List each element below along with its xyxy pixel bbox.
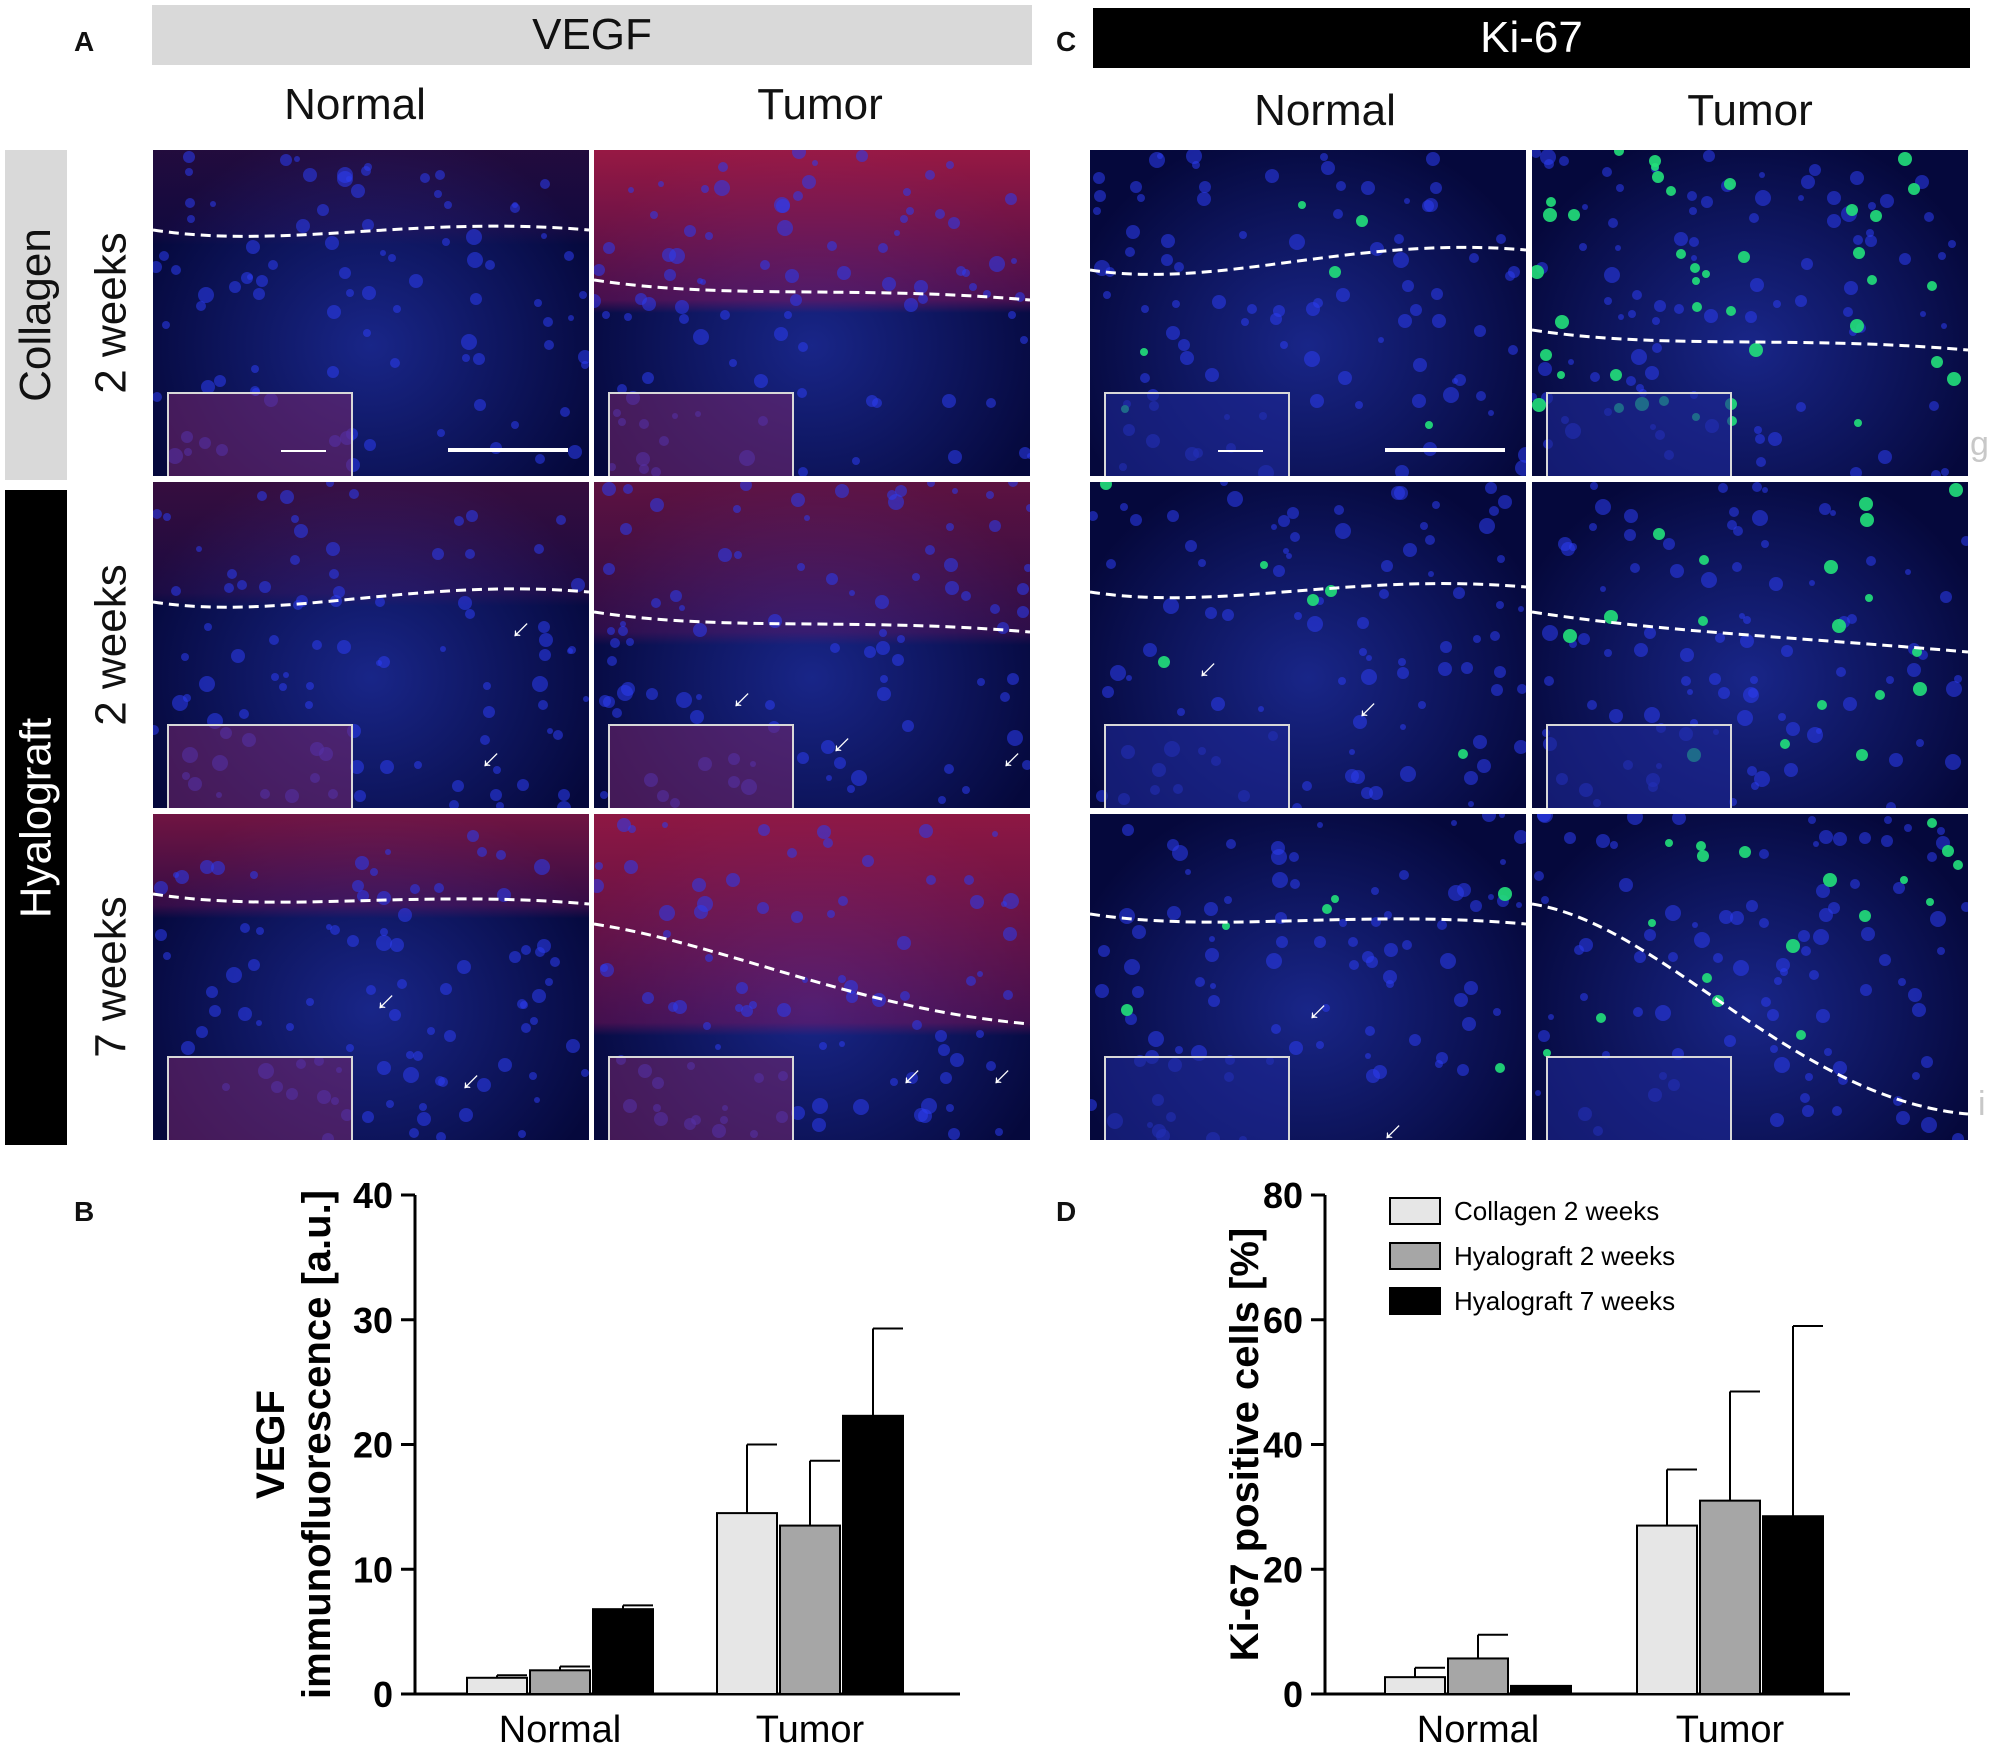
panel-label-d: D [1056,1196,1077,1227]
ki67-col-tumor: Tumor [1687,86,1813,135]
micrograph-r3-c4 [1532,814,1968,1140]
panel-label-a: A [74,26,95,57]
y-axis-title: Ki-67 positive cells [%] [1223,1228,1267,1661]
legend-swatch [1389,1287,1441,1315]
side-mark-i: i [1978,1085,1986,1123]
micrograph-r3-c1: ← ← [153,814,589,1140]
scale-bar [1218,450,1263,452]
x-category-label: Tumor [1676,1709,1785,1747]
vegf-col-tumor: Tumor [757,80,883,129]
inset-zoom [608,392,794,476]
legend-swatch [1389,1242,1441,1270]
y-tick-label: 40 [353,1175,393,1216]
y-tick-label: 20 [353,1425,393,1466]
micrograph-r1-c2 [594,150,1030,476]
inset-zoom [1104,392,1290,476]
scale-bar [281,450,326,452]
micrograph-r1-c4 [1532,150,1968,476]
y-tick-label: 0 [373,1674,393,1715]
inset-zoom [167,392,353,476]
inset-zoom [608,1056,794,1140]
x-category-label: Tumor [756,1709,865,1747]
y-tick-label: 80 [1263,1175,1303,1216]
micrograph-r3-c2: ← ← [594,814,1030,1140]
x-category-label: Normal [499,1709,621,1747]
row-group-hyalograft: Hyalograft [5,490,67,1145]
ki67-col-normal: Normal [1254,86,1396,135]
micrograph-r2-c4 [1532,482,1968,808]
y-tick-label: 10 [353,1549,393,1590]
row-label-2: 2 weeks [87,564,137,726]
panel-label-b: B [74,1196,95,1227]
y-tick-label: 40 [1263,1425,1303,1466]
bar [716,1512,778,1695]
x-category-label: Normal [1417,1709,1539,1747]
side-mark-g: g [1970,425,1989,463]
vegf-header: VEGF [152,5,1032,65]
bar [1510,1684,1572,1695]
inset-zoom [1546,392,1732,476]
legend-swatch [1389,1197,1441,1225]
micrograph-r2-c3: ← ← [1090,482,1526,808]
inset-zoom [167,1056,353,1140]
micrograph-r2-c2: ← ← ← [594,482,1030,808]
vegf-col-normal: Normal [284,80,426,129]
inset-zoom [1104,1056,1290,1140]
y-axis-title-line1: VEGF [249,1390,293,1499]
scale-bar [448,448,568,452]
panel-label-c: C [1056,26,1077,57]
micrograph-r1-c1 [153,150,589,476]
ki67-bar-chart: 0 20 40 60 80 Normal Tumor Ki-67 positive cells… [1223,1175,1850,1747]
legend-label: Hyalograft 2 weeks [1454,1241,1675,1271]
y-tick-label: 30 [353,1300,393,1341]
inset-zoom [608,724,794,808]
bar [842,1414,904,1695]
legend-label: Hyalograft 7 weeks [1454,1286,1675,1316]
inset-zoom [1546,1056,1732,1140]
micrograph-r1-c3 [1090,150,1526,476]
row-label-1: 2 weeks [87,232,137,394]
ki67-header: Ki-67 [1093,8,1970,68]
row-label-3: 7 weeks [87,896,137,1058]
bar [1384,1676,1446,1696]
y-tick-label: 20 [1263,1549,1303,1590]
bar [466,1676,528,1696]
inset-zoom [1104,724,1290,808]
row-group-collagen: Collagen [5,150,67,480]
y-tick-label: 60 [1263,1300,1303,1341]
bar [1636,1524,1698,1695]
vegf-bar-chart: 0 10 20 30 40 Normal Tumor VEGF immunofluorescen… [249,1175,960,1747]
y-tick-label: 0 [1283,1674,1303,1715]
micrograph-r2-c1: ← ← [153,482,589,808]
inset-zoom [1546,724,1732,808]
scale-bar [1385,448,1505,452]
bar [592,1608,654,1696]
legend-label: Collagen 2 weeks [1454,1196,1659,1226]
bar [1699,1499,1761,1696]
bar [1762,1515,1824,1696]
bar [529,1669,591,1695]
micrograph-r3-c3: ← ← [1090,814,1526,1140]
bar [1447,1657,1509,1696]
y-axis-title-line2: immunofluorescence [a.u.] [295,1190,339,1699]
inset-zoom [167,724,353,808]
bar [779,1524,841,1695]
